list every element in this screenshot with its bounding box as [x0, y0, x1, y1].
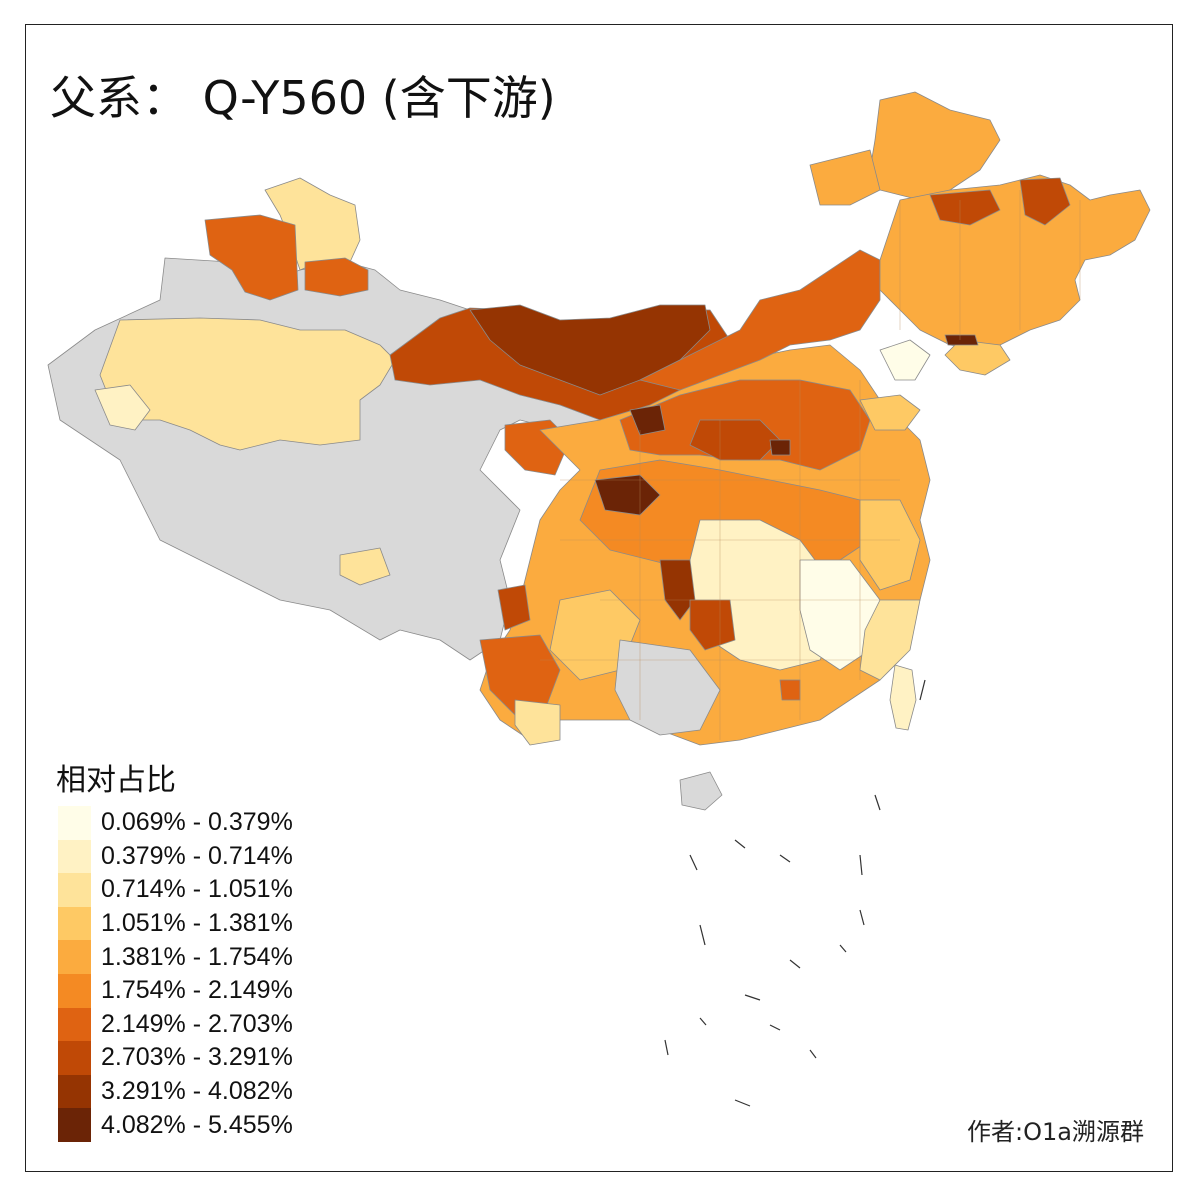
legend-swatch — [58, 973, 91, 1008]
region-chongqing-hotspot — [659, 559, 696, 621]
legend-label: 0.069% - 0.379% — [101, 808, 293, 837]
region-zhejiang-fujian — [859, 599, 921, 681]
south-sea-islands — [664, 679, 926, 1107]
island-mark — [699, 924, 706, 946]
legend-swatch — [58, 873, 91, 907]
island-mark — [744, 994, 761, 1001]
island-mark — [839, 944, 847, 953]
region-xinjiang-ili — [204, 214, 299, 301]
legend-item: 1.381% - 1.754% — [58, 940, 293, 974]
island-mark — [874, 794, 881, 811]
legend-item: 0.379% - 0.714% — [58, 839, 293, 874]
region-yunnan-south — [514, 699, 561, 746]
legend-label: 1.051% - 1.381% — [101, 909, 293, 938]
region-tibet-east — [339, 547, 391, 586]
region-guangdong-hotspot — [779, 679, 801, 701]
region-jilin-east — [1019, 177, 1071, 226]
legend-label: 1.381% - 1.754% — [101, 942, 293, 971]
region-northeast — [879, 174, 1151, 351]
legend-swatch — [58, 839, 91, 874]
island-mark — [859, 909, 865, 926]
legend-title: 相对占比 — [56, 763, 176, 798]
legend-item: 1.754% - 2.149% — [58, 973, 293, 1008]
map-title: 父系： Q-Y560 (含下游) — [50, 71, 556, 125]
legend-item: 0.069% - 0.379% — [58, 806, 293, 840]
legend-swatch — [58, 1108, 91, 1142]
region-guangxi-no-data — [614, 639, 721, 736]
legend-item: 1.051% - 1.381% — [58, 906, 293, 941]
region-shanxi-core — [689, 419, 781, 461]
legend-label: 0.379% - 0.714% — [101, 841, 293, 870]
region-shandong — [859, 394, 921, 431]
region-ningxia-hotspot — [629, 404, 666, 436]
island-mark — [779, 854, 791, 863]
legend-label: 2.703% - 3.291% — [101, 1043, 293, 1072]
legend-label: 0.714% - 1.051% — [101, 875, 293, 904]
island-mark — [859, 854, 863, 876]
region-xinjiang-hami — [304, 257, 369, 297]
island-mark — [734, 839, 746, 849]
map-overlays — [540, 190, 1081, 740]
author-credit: 作者:O1a溯源群 — [967, 1118, 1144, 1146]
region-liaoning — [944, 339, 1011, 376]
island-mark — [734, 1099, 751, 1107]
region-inner-mongolia-west — [469, 304, 711, 396]
legend-item: 3.291% - 4.082% — [58, 1074, 293, 1109]
island-mark — [789, 959, 801, 969]
region-gansu-hotspot — [594, 474, 661, 516]
legend-label: 4.082% - 5.455% — [101, 1110, 293, 1139]
region-hebei-hotspot — [769, 439, 791, 456]
legend-swatch — [58, 1007, 91, 1042]
island-mark — [919, 679, 926, 701]
region-yunnan-north — [497, 584, 531, 631]
legend-swatch — [58, 940, 91, 974]
legend-swatch — [58, 806, 91, 840]
island-mark — [809, 1049, 817, 1059]
region-hulunbuir — [809, 149, 881, 206]
island-mark — [689, 854, 698, 871]
map-regions — [47, 91, 1151, 811]
legend-swatch — [58, 1041, 91, 1075]
island-mark — [769, 1024, 781, 1031]
region-heilongjiang-hot — [929, 189, 1001, 226]
legend-label: 3.291% - 4.082% — [101, 1077, 293, 1106]
legend-swatch — [58, 906, 91, 941]
island-mark — [699, 1017, 707, 1026]
legend-item: 2.703% - 3.291% — [58, 1041, 293, 1075]
region-hainan — [679, 771, 723, 811]
island-mark — [664, 1039, 669, 1056]
legend-item: 4.082% - 5.455% — [58, 1108, 293, 1142]
region-taiwan — [889, 664, 917, 731]
legend-item: 0.714% - 1.051% — [58, 873, 293, 907]
legend-swatch — [58, 1074, 91, 1109]
legend-item: 2.149% - 2.703% — [58, 1007, 293, 1042]
region-xinjiang-west — [94, 384, 151, 431]
region-heilongjiang-north — [869, 91, 1001, 201]
legend: 0.069% - 0.379% 0.379% - 0.714% 0.714% - 1… — [58, 806, 293, 1142]
legend-label: 2.149% - 2.703% — [101, 1009, 293, 1038]
region-bohai-coast — [879, 339, 931, 381]
region-liaoning-hotspot — [944, 334, 979, 346]
legend-label: 1.754% - 2.149% — [101, 976, 293, 1005]
